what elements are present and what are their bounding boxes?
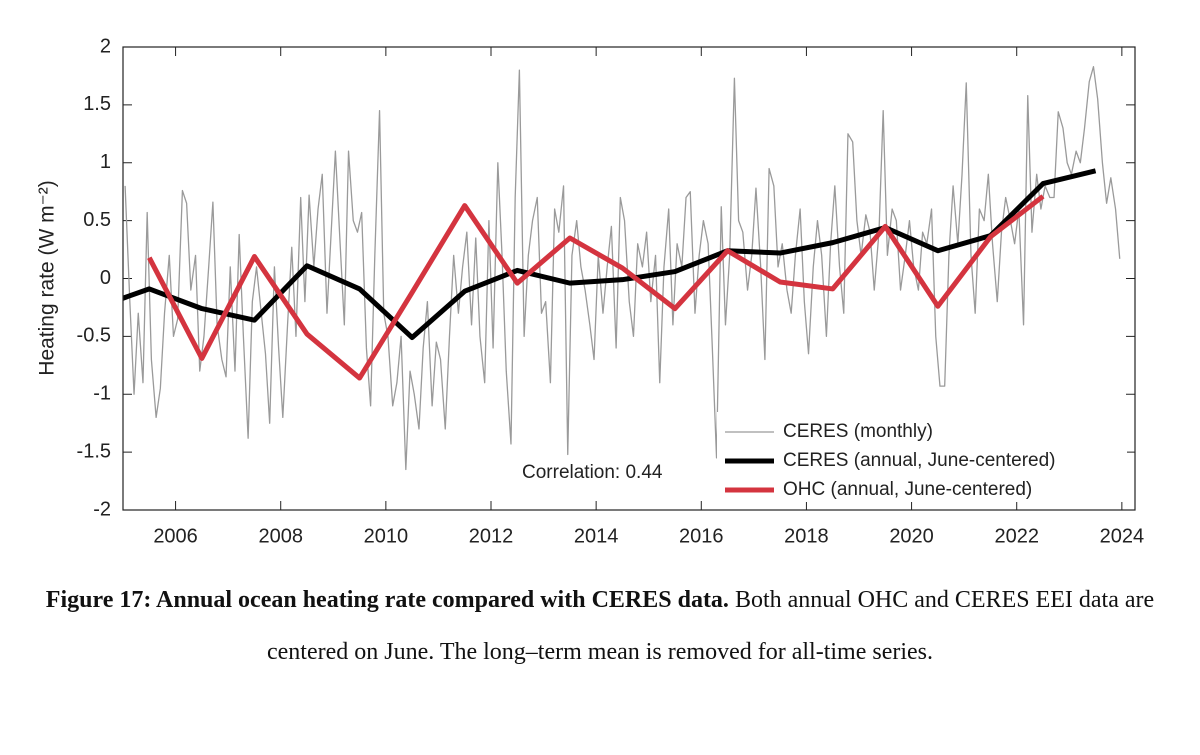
legend-box	[717, 412, 1127, 502]
figure-caption: Figure 17: Annual ocean heating rate com…	[30, 574, 1170, 678]
y-tick-label: -1.5	[77, 440, 111, 462]
legend-label: CERES (monthly)	[783, 421, 933, 442]
legend-label: CERES (annual, June-centered)	[783, 450, 1055, 471]
plot-frame	[122, 46, 1136, 511]
x-tick-label: 2010	[364, 525, 409, 547]
x-tick-label: 2016	[679, 525, 724, 547]
x-tick-label: 2024	[1100, 525, 1145, 547]
x-tick-label: 2022	[994, 525, 1039, 547]
x-tick-label: 2006	[153, 525, 198, 547]
x-tick-label: 2020	[889, 525, 934, 547]
x-tick-label: 2008	[258, 525, 303, 547]
x-tick-label: 2018	[784, 525, 829, 547]
chart: Heating rate (W m⁻²) -2 -1.5 -1 -0.5 0 0.5 1 1.…	[36, 35, 1145, 547]
y-tick-label: -0.5	[77, 325, 111, 347]
y-tick-label: -1	[93, 383, 111, 405]
y-tick-label: 1	[100, 151, 111, 173]
legend-label: OHC (annual, June-centered)	[783, 479, 1032, 500]
x-tick-label: 2012	[469, 525, 514, 547]
y-tick-label: -2	[93, 498, 111, 520]
caption-text: Both annual OHC and CERES EEI data are c…	[267, 587, 1155, 665]
y-tick-label: 2	[100, 35, 111, 57]
series-line	[147, 194, 1045, 381]
series-line	[124, 66, 1121, 471]
y-axis-label: Heating rate (W m⁻²)	[36, 180, 59, 375]
plot-area	[123, 66, 1121, 471]
annotation: Correlation: 0.44	[522, 462, 663, 483]
x-tick-label: 2014	[574, 525, 619, 547]
y-tick-label: 1.5	[83, 93, 111, 115]
y-tick-label: 0.5	[83, 209, 111, 231]
y-tick-label: 0	[100, 267, 111, 289]
series-line	[123, 168, 1097, 341]
caption-title: Figure 17: Annual ocean heating rate com…	[45, 587, 729, 613]
